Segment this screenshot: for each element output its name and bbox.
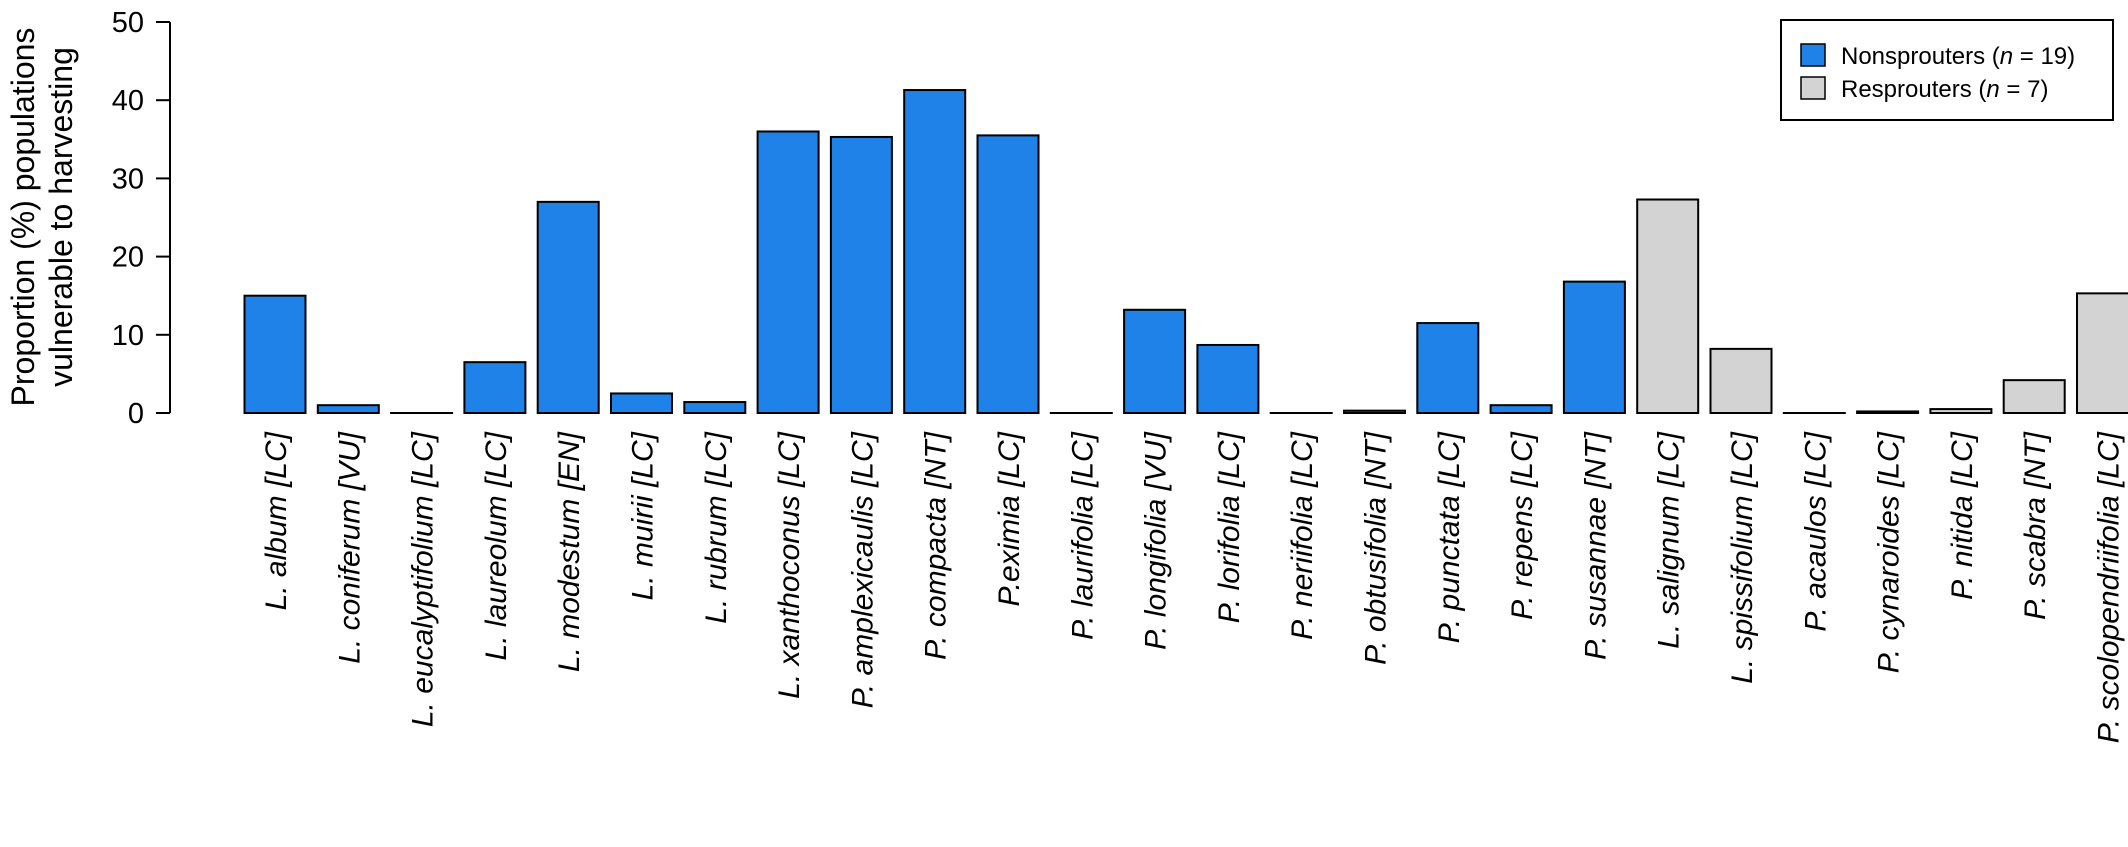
bar <box>2002 379 2066 415</box>
bar <box>683 401 747 415</box>
x-tick-label: P.eximia [LC] <box>993 431 1026 606</box>
x-tick-label: L. xanthoconus [LC] <box>773 431 806 699</box>
bar <box>610 392 673 415</box>
x-tick-label: P. amplexicaulis [LC] <box>846 431 879 708</box>
x-tick-label: P. longifolia [VU] <box>1140 431 1173 650</box>
y-axis-title-line-1: Proportion (%) populations <box>5 28 41 407</box>
x-tick-label: P. punctata [LC] <box>1433 431 1466 643</box>
x-tick-label: P. scolopendriifolia [LC] <box>2093 431 2126 743</box>
bar <box>1929 408 1993 414</box>
bar <box>756 130 820 414</box>
bar <box>2076 292 2128 415</box>
bar <box>243 294 307 415</box>
legend-entry-text: Resprouters (n = 7) <box>1841 76 2048 103</box>
x-tick-label: P. repens [LC] <box>1506 431 1539 620</box>
x-tick-label: L. spissifolium [LC] <box>1726 431 1759 683</box>
y-tick-label: 50 <box>112 7 144 39</box>
bar <box>1489 404 1553 414</box>
x-tick-label: P. lorifolia [LC] <box>1213 431 1246 623</box>
legend-entry-text: Nonsprouters (n = 19) <box>1841 43 2075 70</box>
bar <box>976 134 1040 414</box>
bar <box>1562 280 1626 414</box>
x-tick-label: P. susannae [NT] <box>1579 431 1612 660</box>
legend-swatch <box>1800 43 1826 67</box>
bar <box>1416 322 1480 415</box>
bar <box>1856 410 1920 415</box>
x-tick-label: P. obtusifolia [NT] <box>1360 431 1393 665</box>
x-tick-label: L. album [LC] <box>260 431 293 610</box>
y-axis: 0 10 20 30 40 50 <box>112 7 171 430</box>
y-tick-label: 30 <box>112 163 144 195</box>
y-tick-label: 10 <box>112 320 144 352</box>
legend-entry-suffix: = 7) <box>2000 76 2049 103</box>
legend-entry-prefix: Nonsprouters ( <box>1841 43 2000 70</box>
bar <box>1636 198 1700 414</box>
y-axis-title-line-2: vulnerable to harvesting <box>43 47 79 387</box>
bar <box>1343 409 1406 414</box>
x-tick-label: P. neriifolia [LC] <box>1286 431 1319 640</box>
bars <box>243 89 2128 415</box>
bar <box>1196 343 1260 414</box>
bar <box>903 89 967 414</box>
x-tick-label: P. cynaroides [LC] <box>1873 431 1906 673</box>
legend-entry-prefix: Resprouters ( <box>1841 76 1986 103</box>
x-tick-label: L. rubrum [LC] <box>700 431 733 623</box>
y-tick-label: 40 <box>112 85 144 117</box>
legend-entry-n: n <box>1986 76 1999 103</box>
bar <box>1123 308 1187 414</box>
x-tick-label: L. coniferum [VU] <box>333 431 366 663</box>
y-axis-title: Proportion (%) populations vulnerable to… <box>5 28 79 407</box>
x-tick-label: L. modestum [EN] <box>553 431 586 672</box>
bar <box>829 135 893 414</box>
x-tick-label: P. compacta [NT] <box>920 431 953 660</box>
y-tick-label: 20 <box>112 242 144 274</box>
x-tick-label: L. muirii [LC] <box>627 431 660 600</box>
legend-entry-n: n <box>2000 43 2013 70</box>
legend-box <box>1780 19 2114 121</box>
x-tick-label: P. acaulos [LC] <box>1799 431 1832 631</box>
bar <box>463 361 527 415</box>
x-axis-labels: L. album [LC] L. coniferum [VU] L. eucalyp… <box>260 431 2126 743</box>
x-tick-label: L. salignum [LC] <box>1653 431 1686 648</box>
bar <box>536 200 600 414</box>
y-tick-label: 0 <box>128 398 144 430</box>
bar <box>316 404 380 414</box>
legend-entry-suffix: = 19) <box>2013 43 2075 70</box>
x-tick-label: P. nitida [LC] <box>1946 431 1979 600</box>
x-tick-label: L. laureolum [LC] <box>480 431 513 660</box>
x-tick-label: P. laurifolia [LC] <box>1066 431 1099 640</box>
bar <box>1709 347 1773 415</box>
x-tick-label: P. scabra [NT] <box>2019 431 2052 620</box>
legend: Nonsprouters (n = 19)Resprouters (n = 7) <box>1780 19 2114 121</box>
legend-swatch <box>1800 76 1826 100</box>
x-tick-label: L. eucalyptifolium [LC] <box>407 431 440 727</box>
